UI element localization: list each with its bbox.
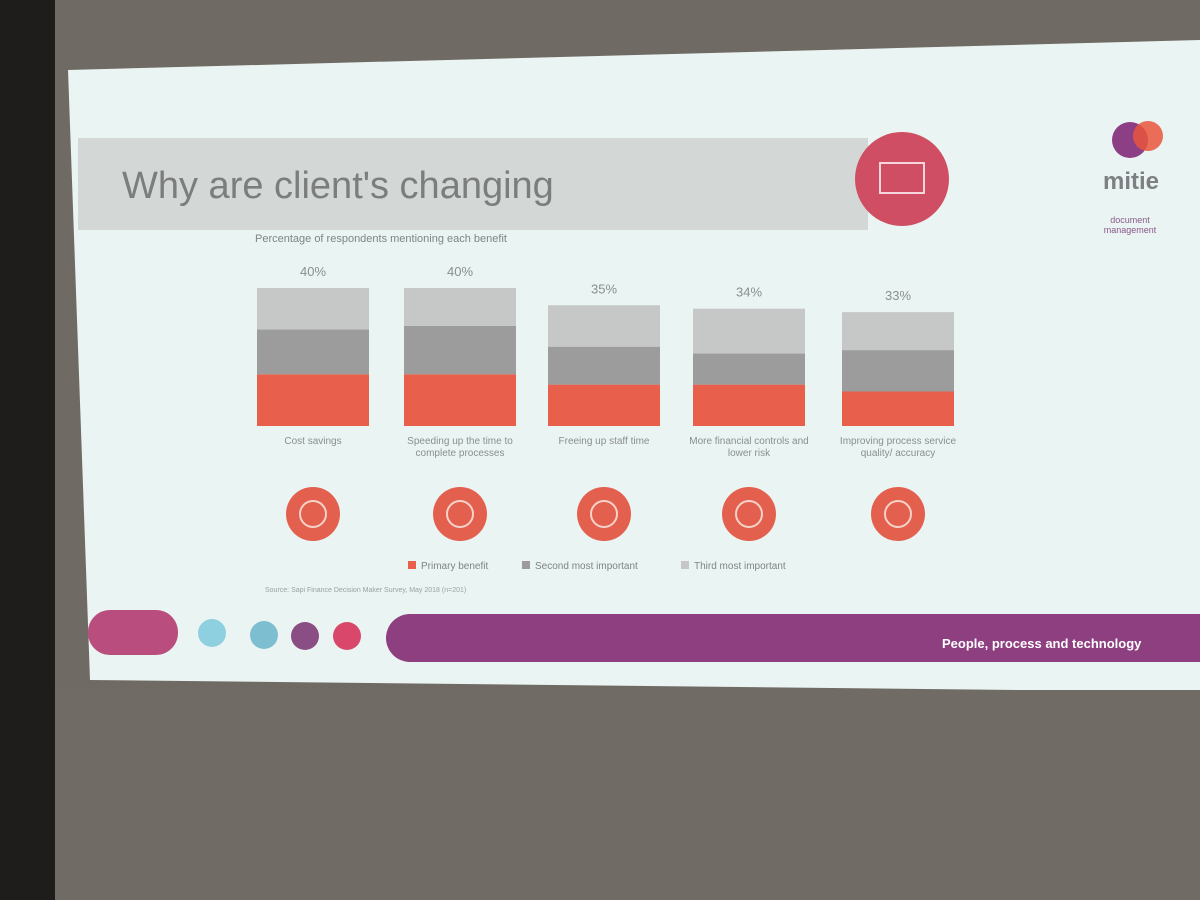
benefit-icon-inner [446, 500, 474, 528]
benefit-icon [433, 487, 487, 541]
benefit-icon-inner [735, 500, 763, 528]
total-label: 40% [300, 264, 326, 279]
footer-dot [198, 619, 226, 647]
bar-segment [257, 374, 369, 426]
total-label: 35% [591, 281, 617, 296]
footer-bar [386, 614, 1200, 662]
x-tick-label: Improving process service quality/ accur… [839, 436, 957, 459]
benefit-icon [722, 487, 776, 541]
x-tick-label: Freeing up staff time [558, 436, 650, 447]
legend-label: Second most important [535, 561, 638, 572]
bezel [0, 0, 55, 900]
footer-dot [291, 622, 319, 650]
footer-text: People, process and technology [942, 636, 1142, 651]
benefit-icon-inner [884, 500, 912, 528]
benefit-icon [871, 487, 925, 541]
bar-segment [548, 384, 660, 426]
chart-title: Why are client's changing [122, 165, 554, 207]
x-tick-label: Speeding up the time to complete process… [407, 436, 513, 459]
benefit-icon-inner [590, 500, 618, 528]
footer-pill [88, 610, 178, 655]
legend-swatch [408, 561, 416, 569]
legend-swatch [522, 561, 530, 569]
bar-segment [548, 305, 660, 347]
legend-label: Primary benefit [421, 561, 488, 572]
x-tick-label: More financial controls and lower risk [689, 436, 809, 459]
bar-segment [693, 308, 805, 354]
benefit-icon [286, 487, 340, 541]
logo-mark [1133, 121, 1163, 151]
total-label: 34% [736, 285, 762, 300]
title-icon [855, 132, 949, 226]
bar-segment [842, 391, 954, 426]
legend-swatch [681, 561, 689, 569]
bar-segment [548, 346, 660, 385]
logo-text: mitie [1103, 168, 1160, 195]
total-label: 40% [447, 264, 473, 279]
bar-segment [404, 325, 516, 375]
bar-segment [257, 329, 369, 375]
chart-subtitle: Percentage of respondents mentioning eac… [255, 233, 507, 245]
legend-label: Third most important [694, 561, 786, 572]
bar-segment [404, 374, 516, 426]
bar-segment [257, 288, 369, 330]
benefit-icon-inner [299, 500, 327, 528]
title-band [78, 138, 868, 230]
bar-segment [842, 312, 954, 351]
footer-dot [333, 622, 361, 650]
icon-screen [879, 162, 925, 194]
bar-segment [693, 353, 805, 385]
total-label: 33% [885, 288, 911, 303]
source: Source: Sapi Finance Decision Maker Surv… [265, 587, 467, 594]
x-tick-label: Cost savings [284, 436, 342, 447]
wall [0, 690, 1200, 900]
bar-segment [842, 350, 954, 392]
footer-dot [250, 621, 278, 649]
logo-subtitle: document management [1103, 215, 1157, 235]
benefit-icon [577, 487, 631, 541]
bar-segment [693, 384, 805, 426]
bar-segment [404, 288, 516, 326]
